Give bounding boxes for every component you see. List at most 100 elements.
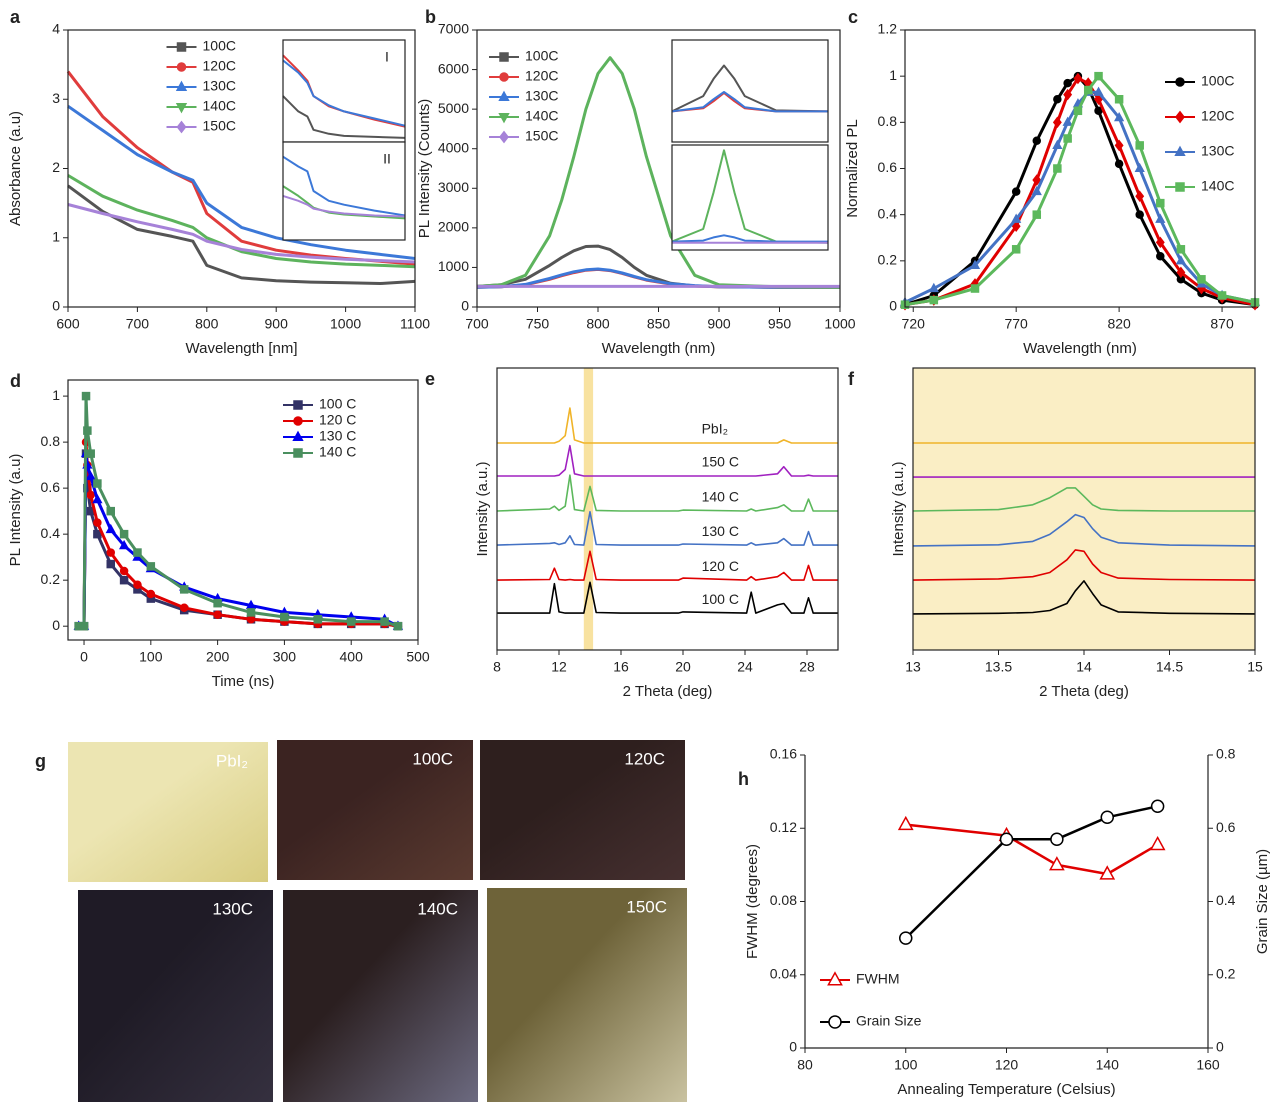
data-point [81, 391, 91, 401]
data-point [1135, 141, 1144, 150]
legend-marker [827, 971, 843, 986]
series-line [476, 56, 841, 289]
legend-marker [1175, 182, 1185, 192]
y-tick-label: 0.4 [41, 525, 61, 541]
legend-label: 130C [1201, 143, 1234, 159]
x-tick-label: 28 [799, 659, 815, 675]
y2-tick-label: 0.6 [1216, 819, 1236, 835]
legend-marker [499, 72, 509, 82]
series-line [282, 155, 406, 217]
legend-label: 150C [203, 118, 236, 134]
y-tick-label: 0.08 [770, 892, 797, 908]
data-point [1011, 220, 1021, 232]
data-point [969, 259, 981, 269]
data-point [246, 615, 256, 624]
data-point [179, 603, 189, 613]
data-point [393, 621, 403, 631]
plot-background [68, 380, 418, 640]
data-point [1032, 136, 1042, 146]
series-line [496, 474, 838, 512]
photo [480, 740, 685, 880]
x-tick-label: 24 [737, 659, 753, 675]
legend-label: 120C [203, 58, 236, 74]
legend-marker [176, 42, 187, 52]
data-point [1149, 835, 1166, 851]
y-tick-label: 1.2 [878, 21, 898, 37]
data-point [1073, 106, 1083, 116]
photo [68, 742, 268, 882]
legend-label: 100 C [319, 396, 356, 412]
x-tick-label: 8 [493, 659, 501, 675]
trace-label: 140 C [702, 489, 739, 505]
data-point [1099, 865, 1116, 880]
x-tick-label: 200 [206, 649, 230, 665]
data-point [119, 566, 129, 576]
legend-marker [1175, 110, 1185, 124]
y-tick-label: 1 [52, 228, 60, 244]
legend-label: 100C [525, 48, 558, 64]
x-tick-label: 15 [1247, 659, 1263, 675]
series-line [496, 511, 838, 546]
data-point [93, 479, 102, 488]
x-tick-label: 800 [586, 316, 610, 332]
trace-label: 120 C [702, 558, 739, 574]
data-point [1156, 198, 1165, 208]
series-line [78, 394, 399, 628]
data-point [1100, 810, 1114, 825]
axes-frame [671, 39, 829, 143]
panel-label: d [10, 371, 21, 391]
plot-background [497, 368, 838, 650]
data-point [1156, 251, 1165, 261]
data-point [92, 493, 103, 504]
legend-label: 100C [1201, 73, 1234, 89]
data-point [133, 580, 142, 590]
data-point [213, 610, 222, 619]
data-point [146, 589, 156, 599]
data-point [929, 295, 939, 305]
x-tick-label: 950 [768, 316, 792, 332]
data-point [1032, 210, 1042, 219]
legend-label: 120 C [319, 412, 356, 428]
y-tick-label: 0 [52, 298, 60, 314]
axes-frame [904, 29, 1256, 308]
legend-marker [176, 120, 187, 134]
panel-label: b [425, 7, 436, 27]
x-tick-label: 100 [139, 649, 163, 665]
data-point [1073, 72, 1083, 85]
data-point [1093, 86, 1104, 96]
data-point [1134, 162, 1145, 173]
data-point [1032, 174, 1042, 186]
data-point [146, 562, 156, 571]
legend-marker [293, 416, 303, 426]
x-tick-label: 870 [1210, 316, 1234, 332]
data-point [1094, 93, 1103, 106]
x-tick-label: 1100 [400, 316, 430, 332]
legend-label: 120C [525, 68, 558, 84]
y-tick-label: 7000 [438, 21, 469, 37]
series-line [282, 95, 406, 139]
data-point [86, 449, 95, 458]
series-line [912, 549, 1256, 581]
series-line [912, 580, 1256, 615]
data-point [79, 621, 89, 631]
photo-label: 140C [417, 899, 458, 918]
data-point [1217, 291, 1227, 300]
x-tick-label: 750 [526, 316, 550, 332]
y-tick-label: 2000 [438, 219, 469, 235]
axes-frame [282, 141, 406, 241]
axes-frame [804, 755, 1209, 1049]
x-tick-label: 850 [647, 316, 671, 332]
y-tick-label: 0 [789, 1039, 797, 1055]
data-point [1011, 213, 1022, 223]
legend-label: 140C [525, 108, 558, 124]
series-line [282, 194, 406, 218]
data-point [246, 608, 256, 617]
data-point [899, 931, 913, 945]
plot-background [672, 40, 828, 142]
x-tick-label: 140 [1096, 1057, 1120, 1073]
legend-label: 130 C [319, 428, 356, 444]
data-point [213, 598, 222, 608]
data-point [1135, 190, 1145, 202]
data-point [1150, 799, 1165, 814]
x-tick-label: 120 [995, 1057, 1019, 1073]
